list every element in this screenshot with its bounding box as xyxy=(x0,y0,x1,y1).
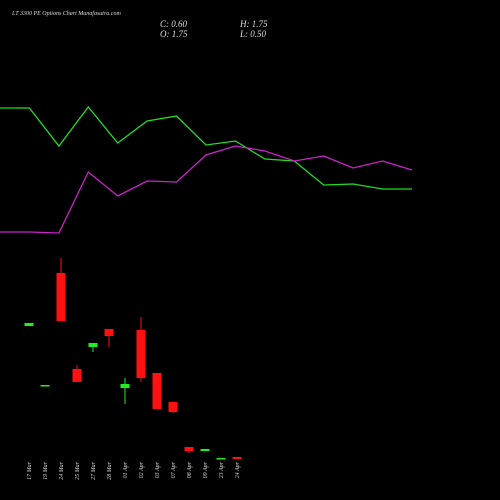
x-tick-label: 28 Mar xyxy=(107,461,113,479)
candle-body xyxy=(88,343,98,347)
chart-title: LT 3300 PE Options Chart Munafasutra.com xyxy=(11,10,121,17)
x-tick-label: 19 Mar xyxy=(43,461,49,479)
x-tick-label: 03 Apr xyxy=(155,461,161,478)
candle-body xyxy=(168,402,178,412)
ohlc-open: O: 1.75 xyxy=(160,29,188,39)
candle-body xyxy=(136,330,146,378)
x-tick-label: 08 Apr xyxy=(187,461,193,478)
candle-body xyxy=(216,458,226,460)
indicator-line xyxy=(0,145,413,234)
candle-body xyxy=(40,385,50,387)
candle-body xyxy=(120,384,130,388)
ohlc-low: L: 0.50 xyxy=(239,29,267,39)
x-tick-label: 25 Mar xyxy=(75,461,81,479)
x-tick-label: 23 Apr xyxy=(219,461,225,478)
candle-body xyxy=(232,457,242,459)
x-tick-label: 07 Apr xyxy=(171,461,177,478)
ohlc-close: C: 0.60 xyxy=(160,19,188,29)
indicator-line xyxy=(0,105,412,190)
candle-body xyxy=(184,447,194,451)
x-tick-label: 27 Mar xyxy=(91,461,97,479)
candle-body xyxy=(72,369,82,382)
x-tick-label: 24 Mar xyxy=(58,461,65,479)
ohlc-high: H: 1.75 xyxy=(239,19,268,29)
x-tick-label: 17 Mar xyxy=(27,461,33,479)
candle-body xyxy=(24,323,34,326)
candle-body xyxy=(56,273,66,321)
x-tick-label: 24 Apr xyxy=(234,461,241,478)
x-tick-label: 02 Apr xyxy=(139,461,145,478)
candle-body xyxy=(104,329,114,336)
candle-body xyxy=(152,373,162,409)
x-tick-label: 09 Apr xyxy=(203,461,209,478)
x-tick-label: 01 Apr xyxy=(123,461,129,478)
candle-body xyxy=(200,449,210,451)
